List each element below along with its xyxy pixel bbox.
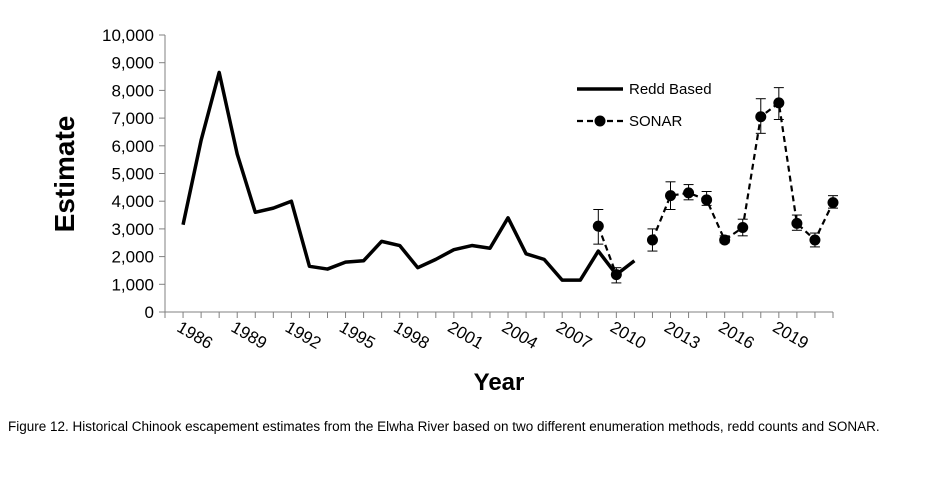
y-tick-label: 4,000	[111, 192, 154, 211]
x-tick-label: 1992	[282, 318, 324, 353]
sonar-point	[719, 234, 731, 246]
y-tick-label: 5,000	[111, 165, 154, 184]
x-axis-title: Year	[474, 369, 525, 396]
x-tick-label: 2010	[607, 318, 649, 353]
sonar-point	[701, 194, 713, 206]
y-tick-label: 7,000	[111, 109, 154, 128]
sonar-point	[646, 234, 658, 246]
chart: 0 1,000 2,000 3,000 4,000 5,000 6,000 7,000 8,00…	[49, 26, 839, 396]
y-tick-label: 2,000	[111, 248, 154, 267]
sonar-point	[683, 187, 695, 199]
sonar-point	[592, 220, 604, 232]
y-tick-label: 8,000	[111, 81, 154, 100]
x-axis: 1986 1989 1992 1995 1998 2001 2004 2007 2010 2013…	[164, 311, 834, 353]
legend: Redd Based SONAR	[577, 81, 712, 130]
y-axis-title: Estimate	[49, 116, 80, 233]
x-tick-label: 1989	[228, 318, 270, 353]
legend-sonar-label: SONAR	[629, 113, 683, 130]
series-layer	[181, 70, 839, 284]
x-tick-label: 1998	[390, 318, 432, 353]
x-tick-label: 1986	[174, 318, 216, 353]
y-tick-label: 3,000	[111, 220, 154, 239]
x-tick-label: 2007	[553, 318, 595, 353]
sonar-point	[791, 217, 803, 229]
figure-caption: Figure 12. Historical Chinook escapement…	[8, 419, 880, 434]
sonar-point	[610, 269, 622, 281]
series-sonar-line	[597, 225, 618, 275]
y-tick-label: 6,000	[111, 137, 154, 156]
x-tick-label: 2019	[769, 318, 811, 353]
x-tick-label: 1995	[336, 318, 378, 353]
sonar-point	[827, 197, 839, 209]
x-tick-label: 2001	[445, 318, 487, 353]
y-tick-label: 0	[145, 303, 154, 322]
x-tick-label: 2004	[499, 318, 541, 353]
sonar-point	[773, 97, 785, 109]
sonar-point	[755, 111, 767, 123]
x-tick-label: 2016	[715, 318, 757, 353]
y-axis: 0 1,000 2,000 3,000 4,000 5,000 6,000 7,000 8,00…	[102, 26, 166, 322]
sonar-point	[809, 234, 821, 246]
x-tick-label: 2013	[661, 318, 703, 353]
series-redd-based-line	[181, 70, 636, 282]
y-tick-label: 1,000	[111, 275, 154, 294]
sonar-point	[665, 190, 677, 202]
legend-sonar-marker	[594, 115, 606, 127]
y-tick-label: 9,000	[111, 54, 154, 73]
y-tick-label: 10,000	[102, 26, 154, 45]
sonar-point	[737, 222, 749, 234]
legend-redd-based-label: Redd Based	[629, 81, 712, 98]
